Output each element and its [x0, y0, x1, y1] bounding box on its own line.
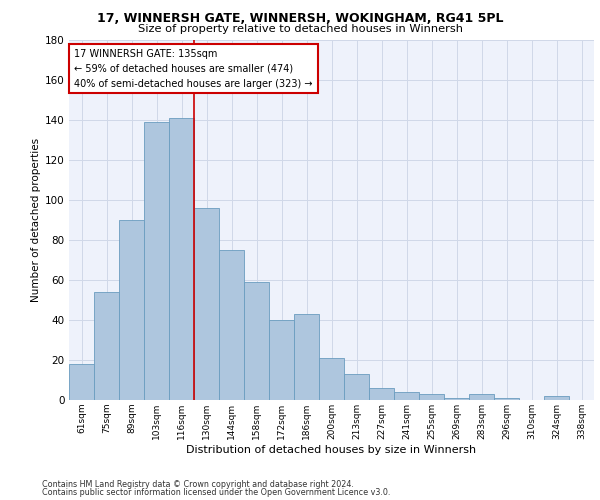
Bar: [419, 394, 444, 400]
Bar: [219, 250, 244, 400]
Text: 17 WINNERSH GATE: 135sqm
← 59% of detached houses are smaller (474)
40% of semi-: 17 WINNERSH GATE: 135sqm ← 59% of detach…: [74, 49, 313, 88]
Bar: [194, 208, 219, 400]
Bar: [444, 398, 469, 400]
Bar: [69, 364, 94, 400]
Y-axis label: Number of detached properties: Number of detached properties: [31, 138, 41, 302]
Text: 17, WINNERSH GATE, WINNERSH, WOKINGHAM, RG41 5PL: 17, WINNERSH GATE, WINNERSH, WOKINGHAM, …: [97, 12, 503, 26]
Text: Size of property relative to detached houses in Winnersh: Size of property relative to detached ho…: [137, 24, 463, 34]
Bar: [319, 358, 344, 400]
Bar: [394, 392, 419, 400]
Bar: [344, 374, 369, 400]
Text: Contains HM Land Registry data © Crown copyright and database right 2024.: Contains HM Land Registry data © Crown c…: [42, 480, 354, 489]
Bar: [469, 394, 494, 400]
Bar: [144, 122, 169, 400]
Bar: [169, 118, 194, 400]
Bar: [119, 220, 144, 400]
Bar: [269, 320, 294, 400]
Text: Contains public sector information licensed under the Open Government Licence v3: Contains public sector information licen…: [42, 488, 391, 497]
Bar: [94, 292, 119, 400]
Bar: [494, 398, 519, 400]
Bar: [544, 396, 569, 400]
Bar: [244, 282, 269, 400]
Bar: [294, 314, 319, 400]
X-axis label: Distribution of detached houses by size in Winnersh: Distribution of detached houses by size …: [187, 444, 476, 454]
Bar: [369, 388, 394, 400]
